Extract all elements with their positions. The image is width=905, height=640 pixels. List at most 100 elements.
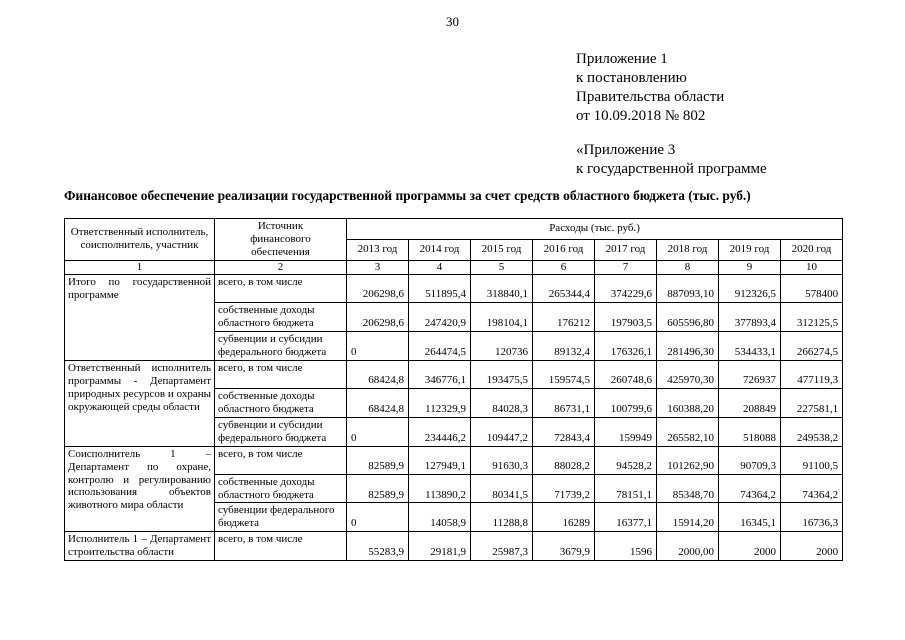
value-cell: 176212: [532, 301, 595, 332]
value-cell: 90709,3: [718, 445, 781, 475]
table-row: Итого по государственной программе всего,…: [64, 273, 844, 361]
source-cell: всего, в том числе: [214, 531, 347, 562]
value-cell: 1596: [594, 531, 657, 562]
source-cell: субвенции федерального бюджета: [214, 502, 347, 533]
value-cell: 71739,2: [532, 473, 595, 504]
value-cell: 2000: [779, 531, 844, 562]
annex-block: Приложение 1 к постановлению Правительст…: [576, 50, 767, 179]
year-header: 2016 год: [532, 238, 595, 261]
col-header-expenses: Расходы (тыс. руб.): [345, 218, 844, 240]
column-number: 8: [656, 259, 719, 275]
value-cell: 726937: [718, 359, 781, 389]
value-cell: 113890,2: [408, 473, 471, 504]
year-header: 2020 год: [779, 238, 844, 261]
source-cell: субвенции и субсидии федерального бюджет…: [214, 416, 347, 447]
annex-line: от 10.09.2018 № 802: [576, 108, 706, 124]
annex-line: «Приложение 3: [576, 142, 676, 158]
value-cell: 377893,4: [718, 301, 781, 332]
year-header-row: 2013 год 2014 год 2015 год 2016 год 2017 год…: [65, 238, 844, 261]
value-cell: 265344,4: [532, 273, 595, 303]
source-cell: всего, в том числе: [214, 359, 347, 389]
column-number: 3: [346, 259, 409, 275]
value-cell: 127949,1: [408, 445, 471, 475]
value-cell: 25987,3: [470, 531, 533, 562]
value-cell: 112329,9: [408, 387, 471, 418]
value-cell: 16345,1: [718, 502, 781, 533]
source-cell: всего, в том числе: [214, 445, 347, 475]
value-cell: 234446,2: [408, 416, 471, 447]
value-cell: 477119,3: [779, 359, 844, 389]
value-cell: 74364,2: [718, 473, 781, 504]
value-cell: 518088: [718, 416, 781, 447]
value-cell: 29181,9: [408, 531, 471, 562]
table-row: субвенции и субсидии федерального бюджет…: [65, 330, 844, 361]
value-cell: 318840,1: [470, 273, 533, 303]
value-cell: 16289: [532, 502, 595, 533]
column-number: 9: [718, 259, 781, 275]
value-cell: 511895,4: [408, 273, 471, 303]
value-cell: 11288,8: [470, 502, 533, 533]
value-cell: 534433,1: [718, 330, 781, 361]
value-cell: 91100,5: [779, 445, 844, 475]
value-cell: 16377,1: [594, 502, 657, 533]
value-cell: 227581,1: [779, 387, 844, 418]
value-cell: 264474,5: [408, 330, 471, 361]
table-row: Ответственный исполнитель программы - Де…: [64, 359, 844, 447]
year-header: 2013 год: [346, 238, 409, 261]
value-cell: 68424,8: [346, 387, 409, 418]
value-cell: 198104,1: [470, 301, 533, 332]
document-title: Финансовое обеспечение реализации госуда…: [64, 188, 751, 203]
value-cell: 578400: [779, 273, 844, 303]
value-cell: 74364,2: [779, 473, 844, 504]
col-header-executor: Ответственный исполнитель, соисполнитель…: [64, 218, 215, 261]
value-cell: 281496,30: [656, 330, 719, 361]
table-row: субвенции федерального бюджета 0 14058,9 11…: [65, 502, 844, 533]
table-row: субвенции и субсидии федерального бюджет…: [65, 416, 844, 447]
column-number: 5: [470, 259, 533, 275]
value-cell: 82589,9: [346, 473, 409, 504]
value-cell: 109447,2: [470, 416, 533, 447]
source-cell: собственные доходы областного бюджета: [214, 473, 347, 504]
value-cell: 68424,8: [346, 359, 409, 389]
col-header-source: Источник финансового обеспечения: [214, 218, 347, 261]
executor-cell: Исполнитель 1 – Департамент строительств…: [64, 531, 215, 562]
table-row: Соисполнитель 1 – Департамент по охране,…: [64, 445, 844, 533]
finance-table-body: Итого по государственной программе всего,…: [64, 273, 844, 562]
value-cell: 193475,5: [470, 359, 533, 389]
value-cell: 265582,10: [656, 416, 719, 447]
annex-gap: [576, 126, 767, 141]
header-row: Ответственный исполнитель, соисполнитель…: [64, 218, 844, 261]
value-cell: 266274,5: [779, 330, 844, 361]
table-row: собственные доходы областного бюджета 684…: [65, 387, 844, 418]
value-cell: 2000,00: [656, 531, 719, 562]
value-cell: 176326,1: [594, 330, 657, 361]
table-row: собственные доходы областного бюджета 206…: [65, 301, 844, 332]
value-cell: 159574,5: [532, 359, 595, 389]
value-cell: 3679,9: [532, 531, 595, 562]
value-cell: 206298,6: [346, 301, 409, 332]
value-cell: 89132,4: [532, 330, 595, 361]
annex-line: к постановлению: [576, 70, 687, 86]
value-cell: 912326,5: [718, 273, 781, 303]
column-number: 2: [214, 259, 347, 275]
value-cell: 101262,90: [656, 445, 719, 475]
value-cell: 0: [346, 502, 409, 533]
finance-table: Ответственный исполнитель, соисполнитель…: [64, 218, 844, 562]
value-cell: 160388,20: [656, 387, 719, 418]
value-cell: 197903,5: [594, 301, 657, 332]
value-cell: 208849: [718, 387, 781, 418]
value-cell: 206298,6: [346, 273, 409, 303]
annex-line: Правительства области: [576, 89, 725, 105]
year-header: 2018 год: [656, 238, 719, 261]
source-cell: всего, в том числе: [214, 273, 347, 303]
value-cell: 0: [346, 416, 409, 447]
source-cell: субвенции и субсидии федерального бюджет…: [214, 330, 347, 361]
executor-cell: Соисполнитель 1 – Департамент по охране,…: [64, 445, 215, 533]
source-cell: собственные доходы областного бюджета: [214, 387, 347, 418]
value-cell: 346776,1: [408, 359, 471, 389]
value-cell: 887093,10: [656, 273, 719, 303]
value-cell: 247420,9: [408, 301, 471, 332]
value-cell: 84028,3: [470, 387, 533, 418]
value-cell: 312125,5: [779, 301, 844, 332]
